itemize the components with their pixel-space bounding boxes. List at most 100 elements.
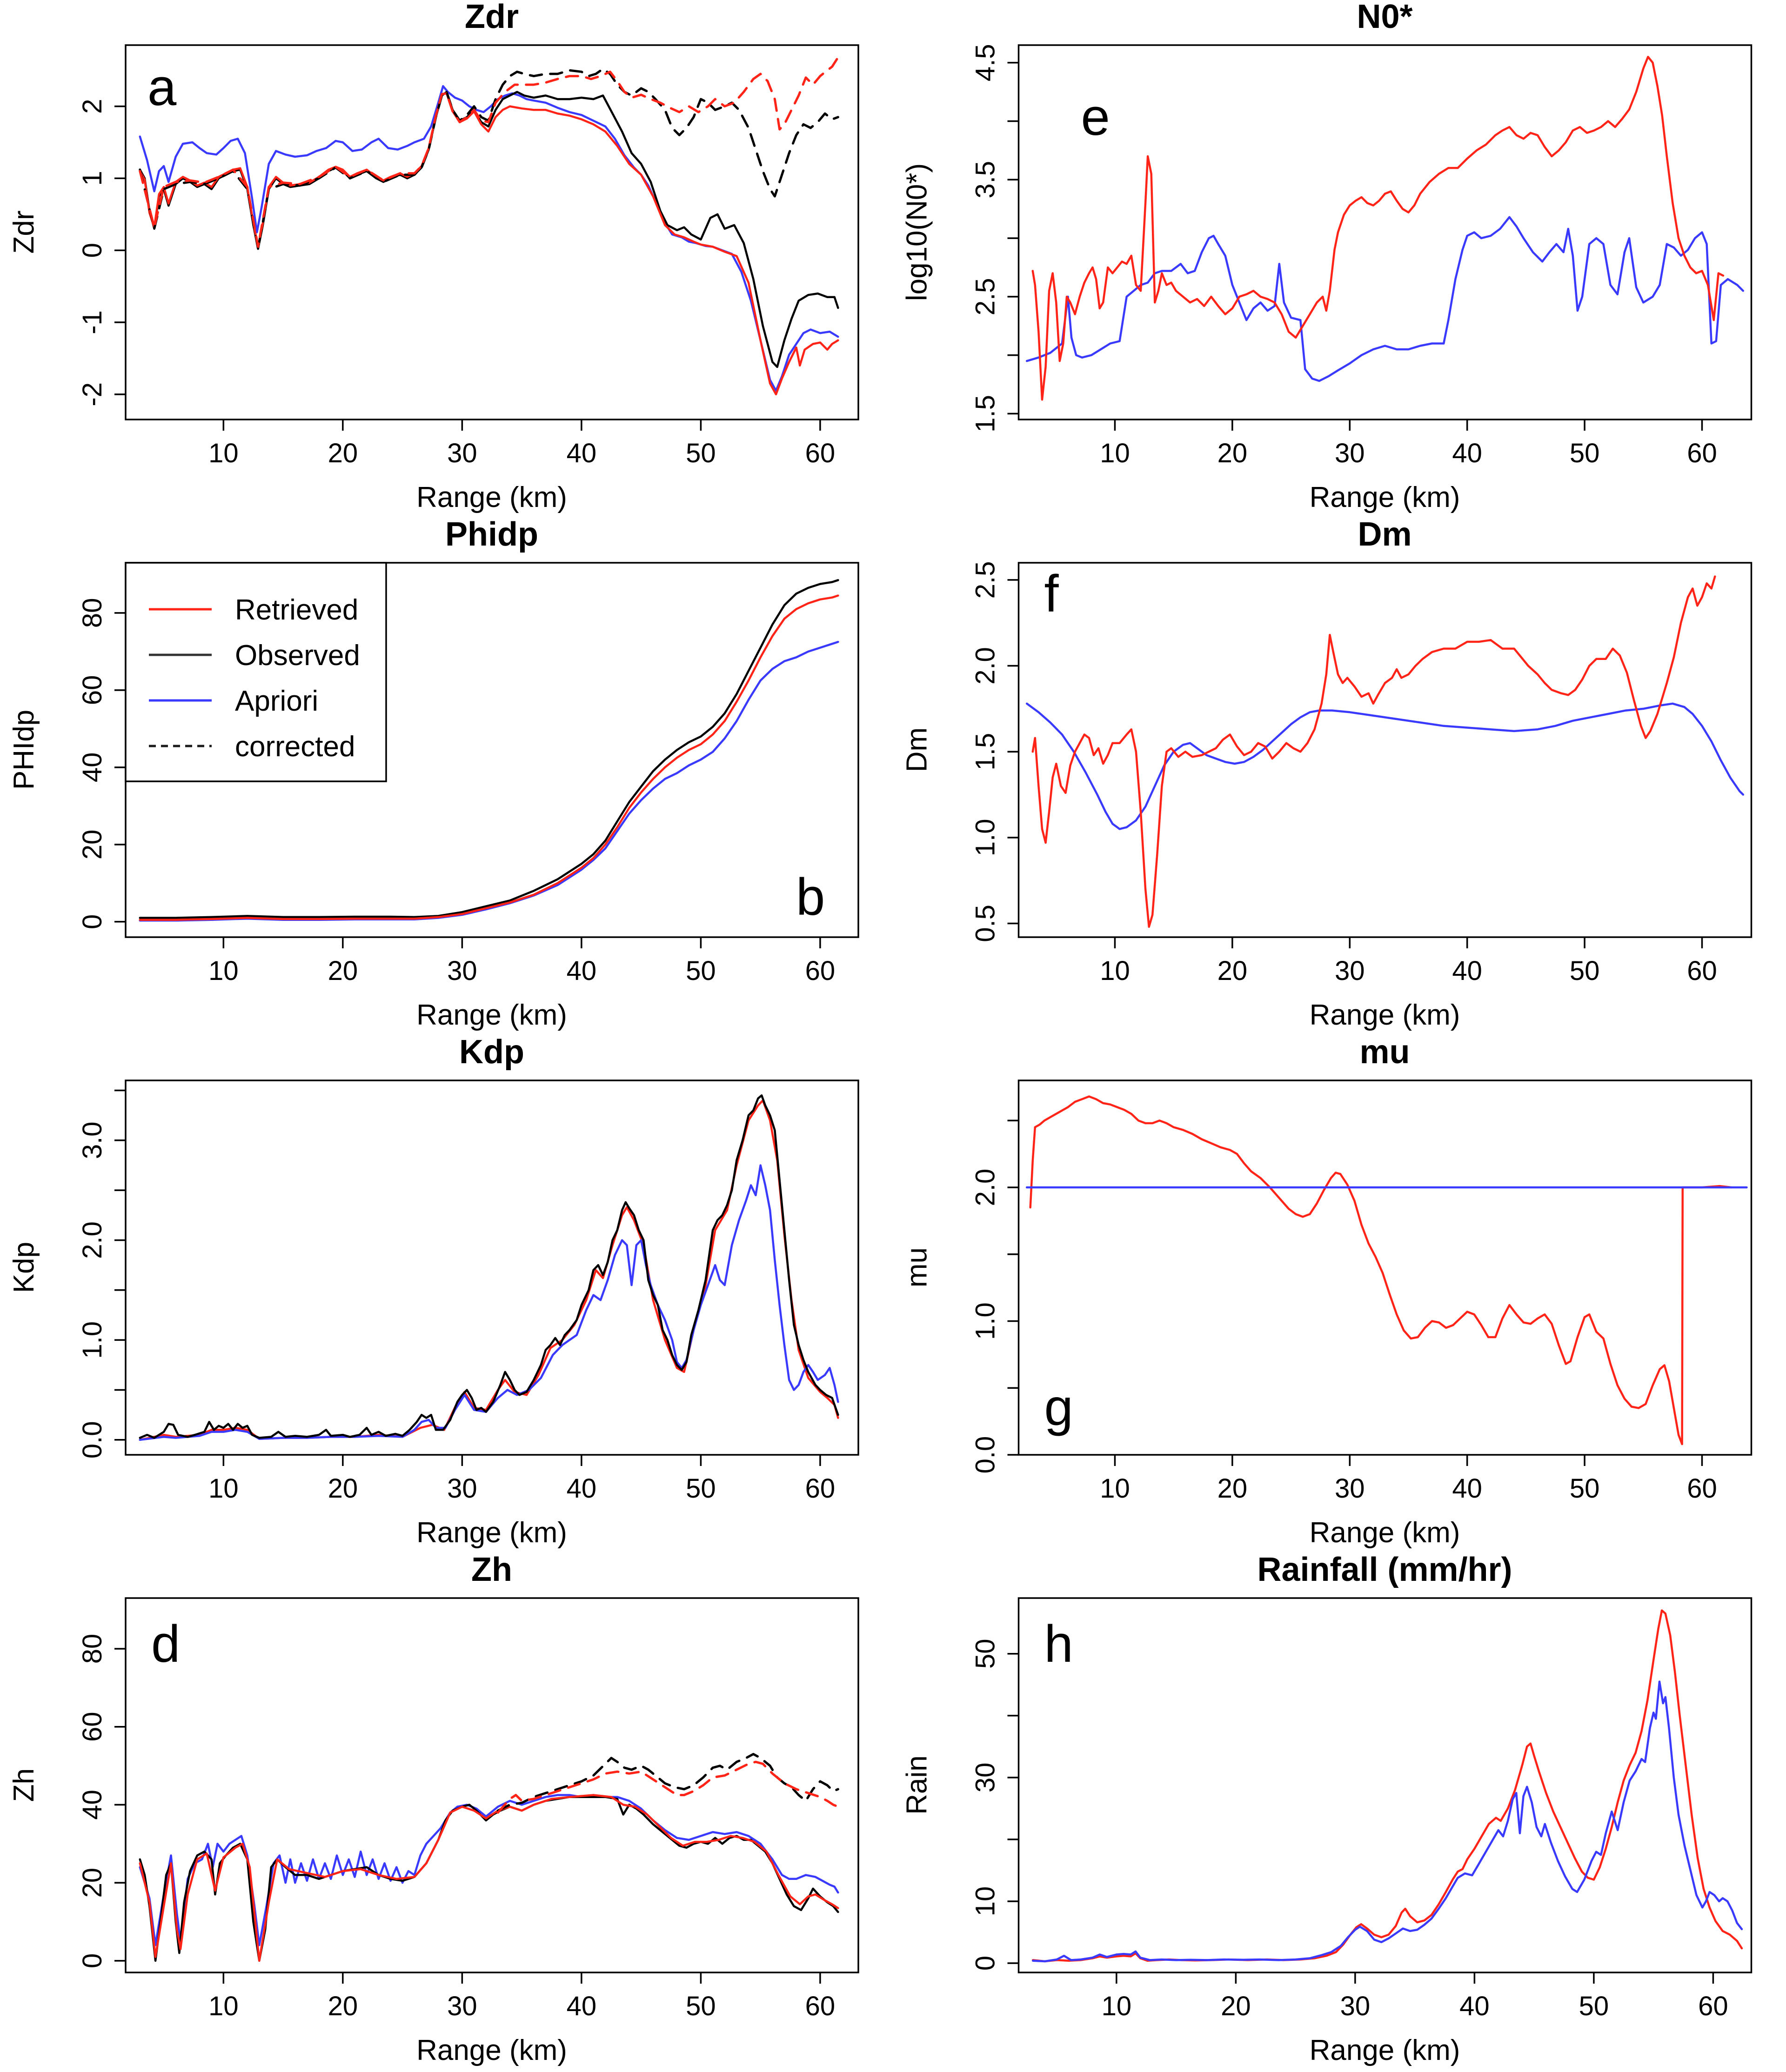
x-tick-label: 60 [1687, 438, 1717, 468]
plot-box [1017, 1597, 1753, 1973]
series-retrieved [1031, 55, 1725, 401]
series-retrieved [1031, 575, 1716, 928]
x-tick-label: 20 [1221, 1991, 1251, 2021]
x-tick-label: 20 [328, 1473, 358, 1504]
panel-title: Kdp [459, 1036, 524, 1071]
series-corrected-observed- [139, 67, 839, 250]
y-tick-label: 40 [77, 1790, 107, 1820]
y-axis-label: PHIdp [8, 710, 40, 790]
x-tick-label: 60 [1687, 1473, 1717, 1504]
y-tick-label: 3.5 [970, 161, 1001, 199]
panel-zh: 10 20 30 40 50 60 0 20 40 60 80 Zh Range (km) Zh d [0, 1554, 893, 2072]
x-tick-label: 60 [805, 438, 836, 468]
panel-title: Rainfall (mm/hr) [1257, 1554, 1512, 1588]
y-tick-label: 1.0 [970, 819, 1001, 857]
panel-letter: g [1044, 1378, 1073, 1436]
series-retrieved [1029, 1095, 1732, 1446]
y-tick-label: 3.0 [77, 1121, 107, 1159]
x-tick-label: 50 [1579, 1991, 1609, 2021]
y-tick-label: 40 [77, 753, 107, 783]
panel-title: Dm [1358, 519, 1411, 553]
x-axis-label: Range (km) [416, 999, 567, 1031]
x-tick-label: 30 [1340, 1991, 1371, 2021]
y-axis-label: mu [901, 1247, 933, 1287]
panel-title: Zh [471, 1554, 512, 1588]
x-axis-label: Range (km) [1310, 2034, 1460, 2066]
x-tick-label: 40 [567, 956, 597, 986]
panel-letter: a [147, 58, 177, 116]
series-apriori [1025, 216, 1745, 382]
y-tick-label: 0 [77, 1953, 107, 1968]
x-tick-label: 50 [1570, 956, 1600, 986]
legend-label: Retrieved [235, 594, 358, 626]
x-tick-label: 10 [208, 1991, 239, 2021]
y-tick-label: 80 [77, 598, 107, 628]
panel-dm: 10 20 30 40 50 60 0.5 1.0 1.5 2.0 2.5 Dm Range (km… [893, 519, 1786, 1036]
legend-label: Observed [235, 640, 360, 672]
y-tick-label: 2.0 [970, 647, 1001, 685]
series-retrieved [139, 1099, 839, 1441]
series-apriori [1025, 702, 1745, 830]
x-axis-label: Range (km) [416, 1517, 567, 1549]
x-tick-label: 50 [686, 438, 716, 468]
x-axis-label: Range (km) [416, 2034, 567, 2066]
x-tick-label: 40 [567, 438, 597, 468]
series-corrected-retrieved- [496, 1760, 839, 1814]
x-tick-label: 50 [686, 1991, 716, 2021]
x-tick-label: 40 [567, 1991, 597, 2021]
y-axis-label: Rain [901, 1755, 933, 1815]
x-tick-label: 20 [1217, 1473, 1248, 1504]
y-tick-label: 4.5 [970, 44, 1001, 81]
kdp-chart: 10 20 30 40 50 600.01.02.03.0 Kdp Range (km) … [8, 1036, 859, 1549]
panel-title: N0* [1357, 1, 1412, 35]
x-tick-label: 30 [447, 438, 477, 468]
phidp-chart: 10 20 30 40 50 60 0 20 40 60 80 Retrieved Observed Ap… [8, 519, 859, 1031]
series-retrieved [1032, 1609, 1743, 1963]
y-tick-label: 0 [77, 243, 107, 258]
x-axis-label: Range (km) [1310, 1517, 1460, 1549]
panel-letter: f [1044, 565, 1059, 623]
x-tick-label: 40 [1452, 956, 1482, 986]
x-tick-label: 50 [1570, 1473, 1600, 1504]
plot-box [1017, 44, 1753, 420]
y-tick-label: -2 [77, 382, 107, 406]
x-tick-label: 50 [1570, 438, 1600, 468]
y-tick-label: 0 [970, 1956, 1001, 1971]
panel-letter: e [1081, 88, 1110, 146]
panel-kdp: 10 20 30 40 50 60 0.0 1.0 2.0 3.0 Kdp Range (km) … [0, 1036, 893, 1554]
x-tick-label: 50 [686, 956, 716, 986]
rainfall-chart: 10 20 30 40 50 60 0 10 30 50 Rainfall (mm/hr) Ran… [901, 1554, 1753, 2066]
panel-title: mu [1360, 1036, 1410, 1071]
legend-label: corrected [235, 731, 355, 763]
y-tick-label: 60 [77, 1712, 107, 1742]
x-tick-label: 10 [1100, 1473, 1130, 1504]
y-tick-label: 0.0 [77, 1421, 107, 1459]
y-tick-label: 2.5 [970, 278, 1001, 316]
plot-box [1017, 562, 1753, 938]
x-tick-label: 20 [328, 438, 358, 468]
y-tick-label: 80 [77, 1634, 107, 1664]
y-tick-label: 50 [970, 1639, 1001, 1669]
x-tick-label: 40 [567, 1473, 597, 1504]
y-tick-label: 0 [77, 914, 107, 929]
y-axis-label: Kdp [8, 1242, 40, 1293]
panel-letter: b [796, 868, 825, 926]
x-axis-label: Range (km) [416, 481, 567, 513]
series-apriori [1032, 1680, 1743, 1963]
y-axis-label: Dm [901, 727, 933, 772]
plot-box [125, 44, 859, 420]
panel-n0star: 10 20 30 40 50 60 1.5 2.5 3.5 4.5 N0* Range (km) … [893, 1, 1786, 519]
x-tick-label: 20 [1217, 438, 1248, 468]
series-retrieved [139, 92, 839, 396]
series-observed [139, 91, 839, 368]
y-tick-label: 30 [970, 1763, 1001, 1793]
y-tick-label: 0.0 [970, 1436, 1001, 1474]
panel-rainfall: 10 20 30 40 50 60 0 10 30 50 Rainfall (mm/hr) Ran… [893, 1554, 1786, 2072]
panel-phidp: 10 20 30 40 50 60 0 20 40 60 80 Retrieved Observed Ap… [0, 519, 893, 1036]
x-tick-label: 10 [1100, 438, 1130, 468]
x-tick-label: 10 [1102, 1991, 1132, 2021]
series-retrieved [139, 1794, 839, 1962]
dm-chart: 10 20 30 40 50 60 0.5 1.0 1.5 2.0 2.5 Dm Range (km… [901, 519, 1753, 1031]
plot-box [1017, 1079, 1753, 1456]
